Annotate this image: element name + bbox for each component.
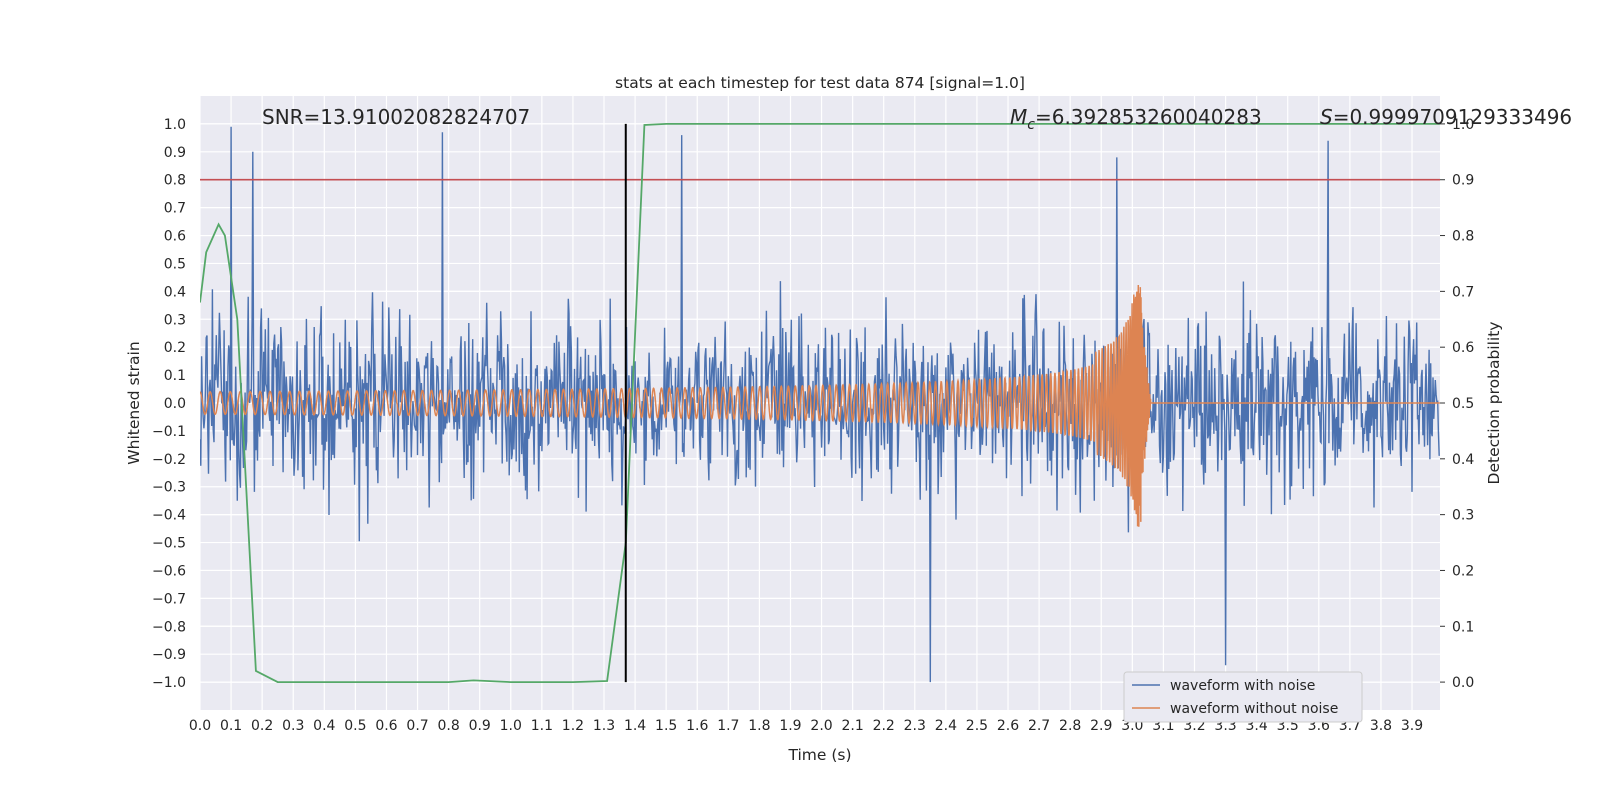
x-tick-label: 0.6 [375,718,397,734]
x-tick-label: 2.4 [935,718,957,734]
y2-tick-label: 0.0 [1452,675,1474,691]
y-tick-label: −0.7 [152,591,186,607]
x-tick-label: 2.9 [1090,718,1112,734]
x-tick-label: 0.4 [313,718,335,734]
chirp-mass-value: =6.392853260040283 [1035,105,1262,129]
legend-label-noise: waveform with noise [1170,678,1315,694]
waveform-with-noise-line [200,126,1440,683]
x-tick-label: 1.7 [717,718,739,734]
legend: waveform with noise waveform without noi… [1123,671,1363,723]
x-tick-label: 3.8 [1370,718,1392,734]
y-tick-labels: 1.0 0.9 0.8 0.7 0.6 0.5 0.4 0.3 0.2 0.1 0.0 −0.1 −0.… [152,117,186,691]
legend-box [1123,671,1363,723]
x-tick-label: 1.2 [562,718,584,734]
x-tick-label: 2.2 [873,718,895,734]
y-tick-label: −0.2 [152,452,186,468]
score-value: =0.9999709129333496 [1333,105,1572,129]
chirp-mass-annotation: Mc=6.392853260040283 [1010,105,1262,133]
y-tick-label: −0.4 [152,508,186,524]
y-tick-label: 0.0 [164,396,186,412]
y2-tick-label: 0.4 [1452,452,1474,468]
y2-tick-label: 0.9 [1452,173,1474,189]
y2-tick-label: 0.2 [1452,563,1474,579]
y-tick-label: 0.5 [164,256,186,272]
y2-tick-label: 0.7 [1452,284,1474,300]
x-tick-label: 1.0 [500,718,522,734]
x-tick-label: 0.2 [251,718,273,734]
y-tick-label: 0.3 [164,312,186,328]
x-tick-label: 1.1 [531,718,553,734]
x-tick-label: 0.7 [406,718,428,734]
x-tick-label: 2.3 [904,718,926,734]
y-tick-label: 0.2 [164,340,186,356]
y-tick-label: −0.8 [152,619,186,635]
x-tick-label: 2.8 [1059,718,1081,734]
y-tick-label: 0.1 [164,368,186,384]
y2-tick-label: 0.1 [1452,619,1474,635]
x-tick-label: 3.9 [1401,718,1423,734]
y2-tick-label: 1.0 [1452,117,1474,133]
x-tick-label: 2.0 [810,718,832,734]
y2-tick-label: 0.3 [1452,508,1474,524]
y-tick-label: 0.4 [164,284,186,300]
x-axis-label: Time (s) [787,746,851,764]
legend-label-clean: waveform without noise [1170,701,1338,717]
score-annotation: S=0.9999709129333496 [1320,105,1572,129]
x-tick-label: 0.3 [282,718,304,734]
chirp-mass-symbol: M [1010,105,1027,129]
chart-title: stats at each timestep for test data 874… [615,74,1025,92]
x-tick-label: 0.8 [437,718,459,734]
snr-annotation: SNR=13.91002082824707 [262,105,530,129]
y2-tick-label: 0.6 [1452,340,1474,356]
y-tick-label: 0.7 [164,201,186,217]
detection-probability-line [200,123,1440,683]
y2-tick-label: 0.5 [1452,396,1474,412]
x-tick-label: 2.1 [841,718,863,734]
y-tick-label: −0.9 [152,647,186,663]
x-tick-label: 0.0 [189,718,211,734]
chirp-mass-subscript: c [1027,117,1035,133]
score-symbol: S [1320,105,1333,129]
x-tick-label: 0.1 [220,718,242,734]
x-tick-label: 2.5 [966,718,988,734]
y2-tick-label: 0.8 [1452,229,1474,245]
y-tick-label: −1.0 [152,675,186,691]
x-tick-label: 2.6 [997,718,1019,734]
x-tick-label: 1.3 [593,718,615,734]
y-tick-label: 1.0 [164,117,186,133]
y2-axis-label: Detection probability [1485,322,1503,485]
x-tick-label: 2.7 [1028,718,1050,734]
x-tick-label: 1.6 [686,718,708,734]
y-tick-label: 0.8 [164,173,186,189]
x-tick-label: 1.5 [655,718,677,734]
x-tick-label: 1.4 [624,718,646,734]
plot-content [200,123,1440,683]
x-tick-label: 1.9 [779,718,801,734]
x-tick-label: 0.9 [469,718,491,734]
y-tick-label: 0.6 [164,229,186,245]
waveform-without-noise-line [200,284,1440,527]
y-axis-label: Whitened strain [125,341,143,464]
y2-tick-labels: 1.0 0.9 0.8 0.7 0.6 0.5 0.4 0.3 0.2 0.1 0.0 [1440,117,1474,691]
y-tick-label: 0.9 [164,145,186,161]
x-tick-label: 1.8 [748,718,770,734]
y-tick-label: −0.5 [152,536,186,552]
x-tick-label: 0.5 [344,718,366,734]
y-tick-label: −0.1 [152,424,186,440]
y-tick-label: −0.3 [152,480,186,496]
y-tick-label: −0.6 [152,563,186,579]
